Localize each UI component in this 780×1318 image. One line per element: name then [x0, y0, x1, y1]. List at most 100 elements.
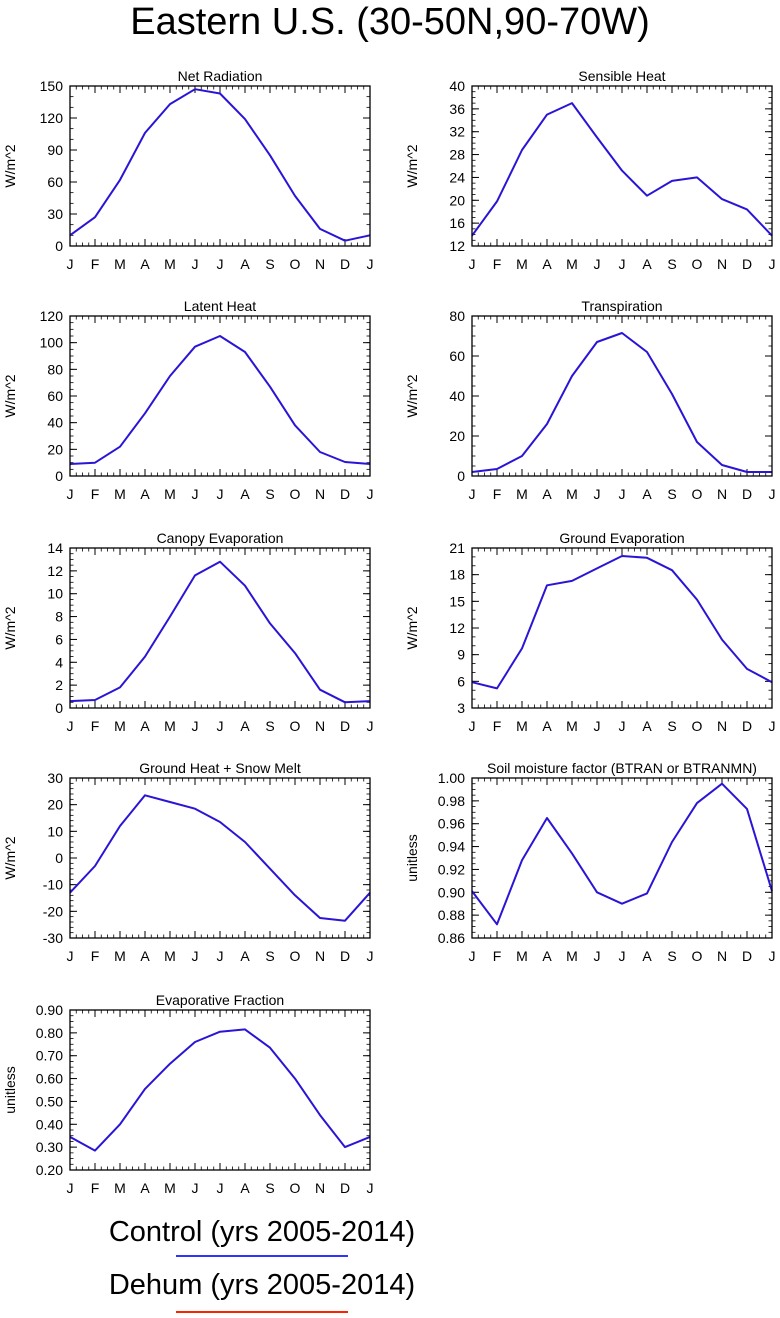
x-tick-label: O: [290, 1180, 301, 1196]
x-tick-label: F: [493, 256, 502, 272]
x-tick-label: J: [469, 486, 476, 502]
x-tick-label: A: [140, 486, 150, 502]
plot-frame: [69, 315, 371, 477]
x-tick-label: J: [594, 948, 601, 964]
y-tick-label: 20: [449, 428, 465, 444]
y-tick-label: 60: [449, 348, 465, 364]
y-tick-label: 60: [47, 388, 63, 404]
y-tick-label: 0.90: [36, 1002, 63, 1018]
x-tick-label: M: [164, 256, 176, 272]
x-tick-label: J: [367, 256, 374, 272]
y-tick-label: 0.88: [438, 907, 465, 923]
y-tick-label: 2: [55, 677, 63, 693]
x-tick-label: A: [642, 256, 652, 272]
x-tick-label: D: [742, 256, 752, 272]
y-tick-label: 0.20: [36, 1162, 63, 1178]
y-tick-label: 80: [449, 308, 465, 324]
x-tick-label: F: [91, 1180, 100, 1196]
x-tick-label: F: [493, 948, 502, 964]
y-tick-label: 28: [449, 147, 465, 163]
chart-title: Transpiration: [581, 298, 662, 314]
x-tick-label: J: [367, 718, 374, 734]
x-tick-label: D: [742, 486, 752, 502]
x-tick-label: D: [742, 718, 752, 734]
y-tick-label: 15: [449, 593, 465, 609]
y-tick-label: 12: [449, 238, 465, 254]
x-tick-label: A: [542, 718, 552, 734]
y-tick-label: 120: [40, 308, 64, 324]
chart-title: Net Radiation: [178, 68, 263, 84]
x-tick-label: O: [692, 486, 703, 502]
y-tick-label: 12: [449, 620, 465, 636]
y-tick-label: 24: [449, 169, 465, 185]
y-tick-label: 20: [449, 192, 465, 208]
plot-frame: [471, 85, 773, 247]
x-tick-label: M: [164, 948, 176, 964]
x-tick-label: M: [516, 718, 528, 734]
x-tick-label: A: [140, 1180, 150, 1196]
x-tick-label: A: [642, 718, 652, 734]
chart-title: Latent Heat: [184, 298, 256, 314]
y-tick-label: -30: [43, 930, 63, 946]
x-tick-label: J: [67, 1180, 74, 1196]
y-tick-label: 16: [449, 215, 465, 231]
y-tick-label: 20: [47, 797, 63, 813]
y-tick-label: 40: [449, 388, 465, 404]
x-tick-label: M: [164, 486, 176, 502]
x-tick-label: J: [594, 718, 601, 734]
x-tick-label: J: [367, 1180, 374, 1196]
x-tick-label: F: [91, 256, 100, 272]
plot-frame: [69, 777, 371, 939]
x-tick-label: S: [667, 718, 676, 734]
x-tick-label: M: [566, 718, 578, 734]
x-tick-label: S: [265, 1180, 274, 1196]
plot-frame: [69, 85, 371, 247]
y-axis-label: W/m^2: [404, 606, 420, 649]
y-tick-label: 0.96: [438, 816, 465, 832]
x-tick-label: J: [192, 256, 199, 272]
y-tick-label: 3: [457, 700, 465, 716]
x-tick-label: O: [290, 256, 301, 272]
x-tick-label: J: [217, 486, 224, 502]
chart-title: Evaporative Fraction: [156, 992, 284, 1008]
x-tick-label: M: [164, 1180, 176, 1196]
x-tick-label: M: [516, 256, 528, 272]
x-tick-label: O: [692, 948, 703, 964]
y-tick-label: 21: [449, 540, 465, 556]
x-tick-label: A: [240, 256, 250, 272]
y-axis-label: W/m^2: [2, 836, 18, 879]
plot-frame: [471, 777, 773, 939]
x-tick-label: O: [290, 948, 301, 964]
x-tick-label: M: [566, 948, 578, 964]
x-tick-label: N: [315, 948, 325, 964]
y-tick-label: 80: [47, 361, 63, 377]
data-line-control: [471, 332, 772, 473]
y-tick-label: 32: [449, 124, 465, 140]
x-tick-label: J: [594, 486, 601, 502]
y-axis-label: unitless: [2, 1066, 18, 1113]
x-tick-label: A: [240, 1180, 250, 1196]
chart-title: Soil moisture factor (BTRAN or BTRANMN): [487, 760, 757, 776]
x-tick-label: J: [367, 948, 374, 964]
plot-frame: [69, 547, 371, 709]
x-tick-label: N: [315, 486, 325, 502]
x-tick-label: N: [315, 256, 325, 272]
y-tick-label: 9: [457, 647, 465, 663]
data-line-control: [471, 102, 773, 237]
y-tick-label: 120: [40, 110, 64, 126]
y-tick-label: 0.60: [36, 1071, 63, 1087]
y-tick-label: 14: [47, 540, 63, 556]
x-tick-label: D: [742, 948, 752, 964]
y-tick-label: 20: [47, 441, 63, 457]
x-tick-label: M: [516, 486, 528, 502]
y-axis-label: W/m^2: [2, 606, 18, 649]
x-tick-label: J: [67, 718, 74, 734]
x-tick-label: O: [692, 718, 703, 734]
y-tick-label: 36: [449, 101, 465, 117]
y-tick-label: 90: [47, 142, 63, 158]
